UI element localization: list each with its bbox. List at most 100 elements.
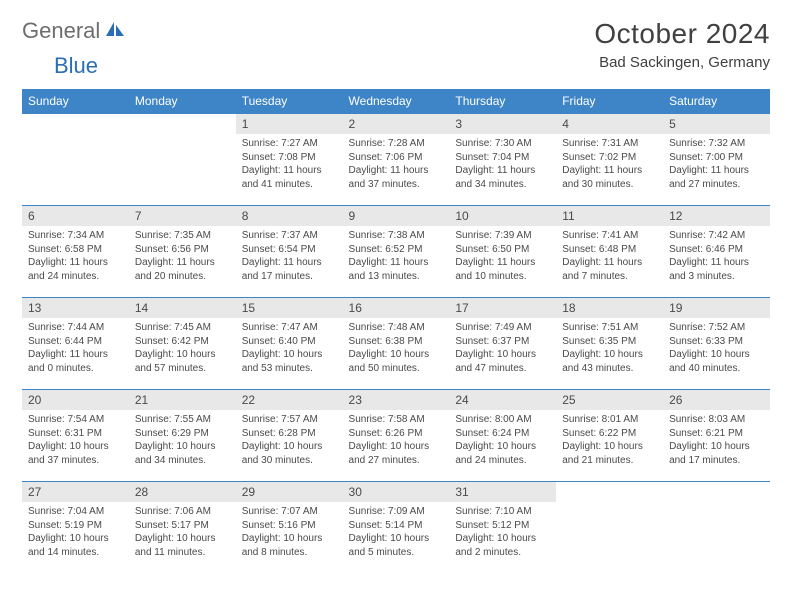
- day-number: 27: [22, 482, 129, 502]
- sunrise-text: Sunrise: 7:39 AM: [455, 229, 550, 243]
- day-number: 20: [22, 390, 129, 410]
- cell-body: Sunrise: 7:07 AMSunset: 5:16 PMDaylight:…: [236, 502, 343, 562]
- day-number: 21: [129, 390, 236, 410]
- daylight-text: Daylight: 10 hours and 53 minutes.: [242, 348, 337, 375]
- logo-text-blue: Blue: [54, 53, 98, 78]
- calendar-cell: 9Sunrise: 7:38 AMSunset: 6:52 PMDaylight…: [343, 206, 450, 298]
- sunrise-text: Sunrise: 7:42 AM: [669, 229, 764, 243]
- sunset-text: Sunset: 6:46 PM: [669, 243, 764, 257]
- sunrise-text: Sunrise: 7:28 AM: [349, 137, 444, 151]
- sunrise-text: Sunrise: 7:47 AM: [242, 321, 337, 335]
- sunrise-text: Sunrise: 7:41 AM: [562, 229, 657, 243]
- calendar-cell: 10Sunrise: 7:39 AMSunset: 6:50 PMDayligh…: [449, 206, 556, 298]
- sunrise-text: Sunrise: 7:54 AM: [28, 413, 123, 427]
- cell-body: Sunrise: 7:54 AMSunset: 6:31 PMDaylight:…: [22, 410, 129, 470]
- day-number: 19: [663, 298, 770, 318]
- cell-body: Sunrise: 7:58 AMSunset: 6:26 PMDaylight:…: [343, 410, 450, 470]
- cell-body: Sunrise: 7:10 AMSunset: 5:12 PMDaylight:…: [449, 502, 556, 562]
- sunrise-text: Sunrise: 7:48 AM: [349, 321, 444, 335]
- calendar-cell: 18Sunrise: 7:51 AMSunset: 6:35 PMDayligh…: [556, 298, 663, 390]
- daylight-text: Daylight: 10 hours and 30 minutes.: [242, 440, 337, 467]
- cell-body: Sunrise: 8:00 AMSunset: 6:24 PMDaylight:…: [449, 410, 556, 470]
- day-number: 4: [556, 114, 663, 134]
- sunrise-text: Sunrise: 7:27 AM: [242, 137, 337, 151]
- sunrise-text: Sunrise: 7:06 AM: [135, 505, 230, 519]
- sunrise-text: Sunrise: 7:49 AM: [455, 321, 550, 335]
- day-number: 9: [343, 206, 450, 226]
- sunset-text: Sunset: 6:38 PM: [349, 335, 444, 349]
- calendar-cell: [129, 114, 236, 206]
- day-number: 14: [129, 298, 236, 318]
- sunrise-text: Sunrise: 7:58 AM: [349, 413, 444, 427]
- sunset-text: Sunset: 5:12 PM: [455, 519, 550, 533]
- calendar-cell: 29Sunrise: 7:07 AMSunset: 5:16 PMDayligh…: [236, 482, 343, 574]
- sunset-text: Sunset: 6:26 PM: [349, 427, 444, 441]
- daylight-text: Daylight: 10 hours and 50 minutes.: [349, 348, 444, 375]
- calendar-cell: [22, 114, 129, 206]
- cell-body: Sunrise: 7:51 AMSunset: 6:35 PMDaylight:…: [556, 318, 663, 378]
- calendar-cell: 2Sunrise: 7:28 AMSunset: 7:06 PMDaylight…: [343, 114, 450, 206]
- sunrise-text: Sunrise: 8:00 AM: [455, 413, 550, 427]
- daylight-text: Daylight: 10 hours and 5 minutes.: [349, 532, 444, 559]
- daylight-text: Daylight: 10 hours and 27 minutes.: [349, 440, 444, 467]
- day-number: 28: [129, 482, 236, 502]
- day-header: Saturday: [663, 89, 770, 114]
- day-number: 26: [663, 390, 770, 410]
- sunrise-text: Sunrise: 7:57 AM: [242, 413, 337, 427]
- sunrise-text: Sunrise: 7:51 AM: [562, 321, 657, 335]
- day-number: 8: [236, 206, 343, 226]
- daylight-text: Daylight: 11 hours and 10 minutes.: [455, 256, 550, 283]
- day-number: 29: [236, 482, 343, 502]
- calendar-cell: 8Sunrise: 7:37 AMSunset: 6:54 PMDaylight…: [236, 206, 343, 298]
- cell-body: Sunrise: 7:06 AMSunset: 5:17 PMDaylight:…: [129, 502, 236, 562]
- day-number: 30: [343, 482, 450, 502]
- sunrise-text: Sunrise: 7:35 AM: [135, 229, 230, 243]
- sunrise-text: Sunrise: 8:03 AM: [669, 413, 764, 427]
- day-number: 1: [236, 114, 343, 134]
- sunrise-text: Sunrise: 7:44 AM: [28, 321, 123, 335]
- calendar-cell: 20Sunrise: 7:54 AMSunset: 6:31 PMDayligh…: [22, 390, 129, 482]
- daylight-text: Daylight: 10 hours and 21 minutes.: [562, 440, 657, 467]
- daylight-text: Daylight: 10 hours and 24 minutes.: [455, 440, 550, 467]
- sunset-text: Sunset: 7:02 PM: [562, 151, 657, 165]
- cell-body: Sunrise: 7:32 AMSunset: 7:00 PMDaylight:…: [663, 134, 770, 194]
- calendar-table: Sunday Monday Tuesday Wednesday Thursday…: [22, 89, 770, 574]
- day-number: 11: [556, 206, 663, 226]
- sunset-text: Sunset: 5:19 PM: [28, 519, 123, 533]
- day-number: 13: [22, 298, 129, 318]
- sunset-text: Sunset: 6:22 PM: [562, 427, 657, 441]
- cell-body: Sunrise: 7:04 AMSunset: 5:19 PMDaylight:…: [22, 502, 129, 562]
- sunset-text: Sunset: 6:33 PM: [669, 335, 764, 349]
- daylight-text: Daylight: 11 hours and 30 minutes.: [562, 164, 657, 191]
- calendar-cell: 31Sunrise: 7:10 AMSunset: 5:12 PMDayligh…: [449, 482, 556, 574]
- sunset-text: Sunset: 6:42 PM: [135, 335, 230, 349]
- cell-body: Sunrise: 7:52 AMSunset: 6:33 PMDaylight:…: [663, 318, 770, 378]
- cell-body: Sunrise: 8:01 AMSunset: 6:22 PMDaylight:…: [556, 410, 663, 470]
- day-header: Thursday: [449, 89, 556, 114]
- sunset-text: Sunset: 6:40 PM: [242, 335, 337, 349]
- cell-body: Sunrise: 7:49 AMSunset: 6:37 PMDaylight:…: [449, 318, 556, 378]
- day-number: 3: [449, 114, 556, 134]
- sunrise-text: Sunrise: 7:32 AM: [669, 137, 764, 151]
- cell-body: Sunrise: 7:31 AMSunset: 7:02 PMDaylight:…: [556, 134, 663, 194]
- sunrise-text: Sunrise: 7:38 AM: [349, 229, 444, 243]
- cell-body: Sunrise: 7:37 AMSunset: 6:54 PMDaylight:…: [236, 226, 343, 286]
- calendar-cell: 24Sunrise: 8:00 AMSunset: 6:24 PMDayligh…: [449, 390, 556, 482]
- sunrise-text: Sunrise: 7:07 AM: [242, 505, 337, 519]
- daylight-text: Daylight: 10 hours and 47 minutes.: [455, 348, 550, 375]
- sunrise-text: Sunrise: 7:10 AM: [455, 505, 550, 519]
- calendar-cell: 15Sunrise: 7:47 AMSunset: 6:40 PMDayligh…: [236, 298, 343, 390]
- calendar-week-row: 13Sunrise: 7:44 AMSunset: 6:44 PMDayligh…: [22, 298, 770, 390]
- daylight-text: Daylight: 10 hours and 11 minutes.: [135, 532, 230, 559]
- sunrise-text: Sunrise: 7:04 AM: [28, 505, 123, 519]
- sunrise-text: Sunrise: 7:34 AM: [28, 229, 123, 243]
- cell-body: Sunrise: 7:28 AMSunset: 7:06 PMDaylight:…: [343, 134, 450, 194]
- cell-body: Sunrise: 7:30 AMSunset: 7:04 PMDaylight:…: [449, 134, 556, 194]
- day-number: 22: [236, 390, 343, 410]
- daylight-text: Daylight: 10 hours and 40 minutes.: [669, 348, 764, 375]
- calendar-cell: 3Sunrise: 7:30 AMSunset: 7:04 PMDaylight…: [449, 114, 556, 206]
- cell-body: Sunrise: 7:47 AMSunset: 6:40 PMDaylight:…: [236, 318, 343, 378]
- calendar-week-row: 6Sunrise: 7:34 AMSunset: 6:58 PMDaylight…: [22, 206, 770, 298]
- calendar-cell: 23Sunrise: 7:58 AMSunset: 6:26 PMDayligh…: [343, 390, 450, 482]
- calendar-week-row: 20Sunrise: 7:54 AMSunset: 6:31 PMDayligh…: [22, 390, 770, 482]
